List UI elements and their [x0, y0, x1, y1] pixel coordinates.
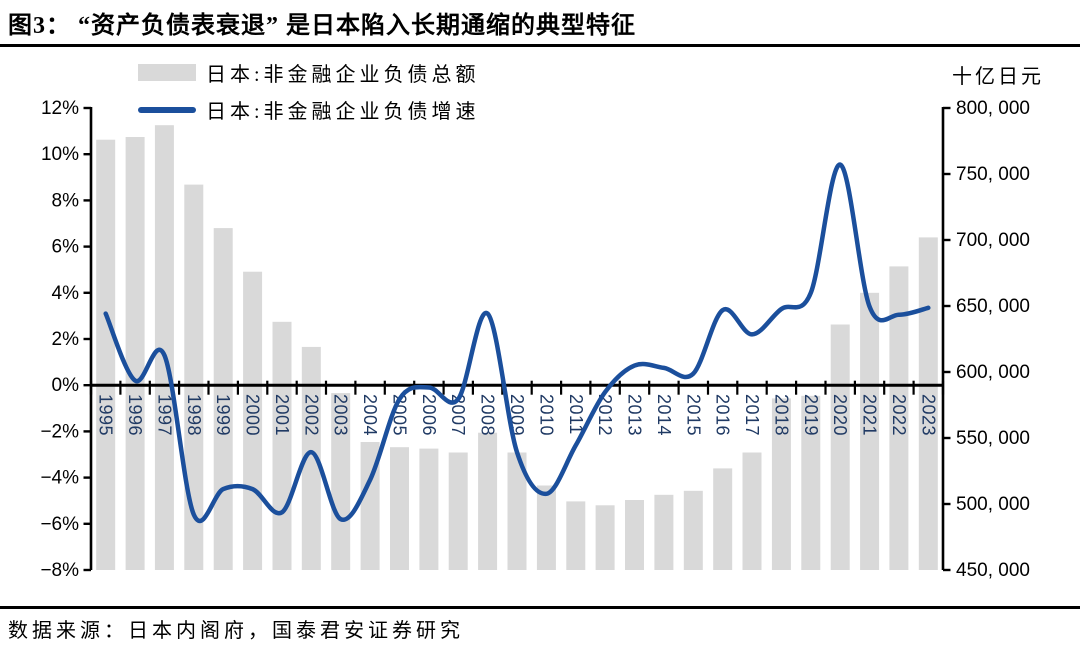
- x-axis-year-label: 2016: [713, 394, 733, 436]
- debt-bar-1997: [154, 125, 174, 570]
- debt-bar-2014: [654, 494, 674, 570]
- x-axis-year-label: 2010: [536, 394, 556, 436]
- left-axis-tick-label: 0%: [52, 375, 80, 396]
- right-axis-tick-label: 500, 000: [956, 494, 1030, 515]
- x-axis-year-label: 2006: [419, 394, 439, 436]
- debt-bar-2019: [801, 395, 821, 570]
- figure-title: 图3： “资产负债表衰退” 是日本陷入长期通缩的典型特征: [8, 13, 636, 39]
- debt-bar-2016: [713, 468, 733, 570]
- debt-bar-2018: [771, 398, 791, 570]
- x-axis-year-label: 2001: [272, 394, 292, 436]
- source-rule: [0, 606, 1080, 609]
- right-axis-tick-label: 750, 000: [956, 164, 1030, 185]
- debt-bar-2007: [448, 452, 468, 570]
- debt-bar-2002: [301, 346, 321, 570]
- legend-label-total-debt: 日本:非金融企业负债总额: [206, 64, 480, 86]
- x-axis-year-label: 2022: [889, 394, 909, 436]
- debt-bar-2012: [595, 505, 615, 570]
- left-axis-tick-label: 10%: [41, 144, 79, 165]
- x-axis-year-label: 2015: [683, 394, 703, 436]
- debt-bar-1999: [213, 228, 233, 570]
- debt-bar-2020: [830, 324, 850, 570]
- left-axis-tick-label: 6%: [52, 237, 80, 258]
- debt-bar-2003: [331, 393, 351, 570]
- x-axis-year-label: 2004: [360, 394, 380, 436]
- debt-bar-2006: [419, 448, 439, 570]
- x-axis-year-label: 2013: [625, 394, 645, 436]
- left-axis-tick-label: 12%: [41, 98, 79, 119]
- legend-item-debt-growth: 日本:非金融企业负债增速: [138, 99, 480, 123]
- debt-bar-2017: [742, 452, 762, 570]
- bar-series-swatch: [138, 64, 196, 81]
- x-axis-year-label: 2019: [801, 394, 821, 436]
- x-axis-year-label: 2021: [860, 394, 880, 436]
- right-axis-tick-label: 600, 000: [956, 362, 1030, 383]
- debt-bar-1998: [184, 184, 204, 570]
- x-axis-year-label: 2014: [654, 394, 674, 436]
- debt-bar-2010: [536, 485, 556, 570]
- x-axis-year-label: 2020: [830, 394, 850, 436]
- legend-item-total-debt: 日本:非金融企业负债总额: [138, 62, 480, 86]
- x-axis-year-label: 2003: [331, 394, 351, 436]
- x-axis-year-label: 2000: [243, 394, 263, 436]
- line-series-swatch: [138, 106, 196, 113]
- debt-growth-line: [103, 162, 931, 524]
- right-axis-tick-label: 700, 000: [956, 230, 1030, 251]
- debt-bar-1996: [125, 137, 145, 570]
- left-axis-tick-label: −6%: [40, 514, 79, 535]
- right-axis-tick-label: 650, 000: [956, 296, 1030, 317]
- right-axis-tick-label: 450, 000: [956, 560, 1030, 581]
- debt-bar-2011: [566, 501, 586, 570]
- x-axis-year-label: 1997: [154, 394, 174, 436]
- debt-bar-2001: [272, 321, 292, 570]
- chart-legend: 日本:非金融企业负债总额 日本:非金融企业负债增速: [138, 62, 480, 136]
- x-axis-year-label: 2023: [918, 394, 938, 436]
- x-axis-year-label: 1999: [213, 394, 233, 436]
- right-axis-title: 十亿日元: [952, 66, 1044, 88]
- x-axis-year-label: 1998: [184, 394, 204, 436]
- left-axis-tick-label: −4%: [40, 468, 79, 489]
- debt-bar-2021: [860, 292, 880, 570]
- left-axis-tick-label: 4%: [52, 283, 80, 304]
- debt-bar-2023: [918, 237, 938, 570]
- x-axis-year-label: 2008: [478, 394, 498, 436]
- x-axis-year-label: 1995: [96, 394, 116, 436]
- debt-bar-2009: [507, 452, 527, 570]
- left-axis-tick-label: 8%: [52, 190, 80, 211]
- right-axis-tick-label: 550, 000: [956, 428, 1030, 449]
- data-source-note: 数据来源：日本内阁府，国泰君安证券研究: [8, 620, 464, 642]
- title-rule: [0, 44, 1080, 47]
- debt-bar-2015: [683, 490, 703, 570]
- right-axis-tick-label: 800, 000: [956, 98, 1030, 119]
- legend-label-debt-growth: 日本:非金融企业负债增速: [206, 101, 480, 123]
- debt-bar-2022: [889, 266, 909, 570]
- left-axis-tick-label: −2%: [40, 421, 79, 442]
- debt-bar-2013: [625, 500, 644, 570]
- left-axis-tick-label: 2%: [52, 329, 80, 350]
- x-axis-year-label: 2017: [742, 394, 762, 436]
- x-axis-year-label: 2002: [301, 394, 321, 436]
- debt-bar-1995: [96, 139, 116, 570]
- left-axis-tick-label: −8%: [40, 560, 79, 581]
- debt-bar-2005: [390, 447, 409, 570]
- x-axis-year-label: 2012: [595, 394, 615, 436]
- x-axis-year-label: 1996: [125, 394, 145, 436]
- x-axis-year-label: 2011: [566, 394, 586, 435]
- debt-bar-2008: [478, 432, 498, 570]
- x-axis-year-label: 2018: [771, 394, 791, 436]
